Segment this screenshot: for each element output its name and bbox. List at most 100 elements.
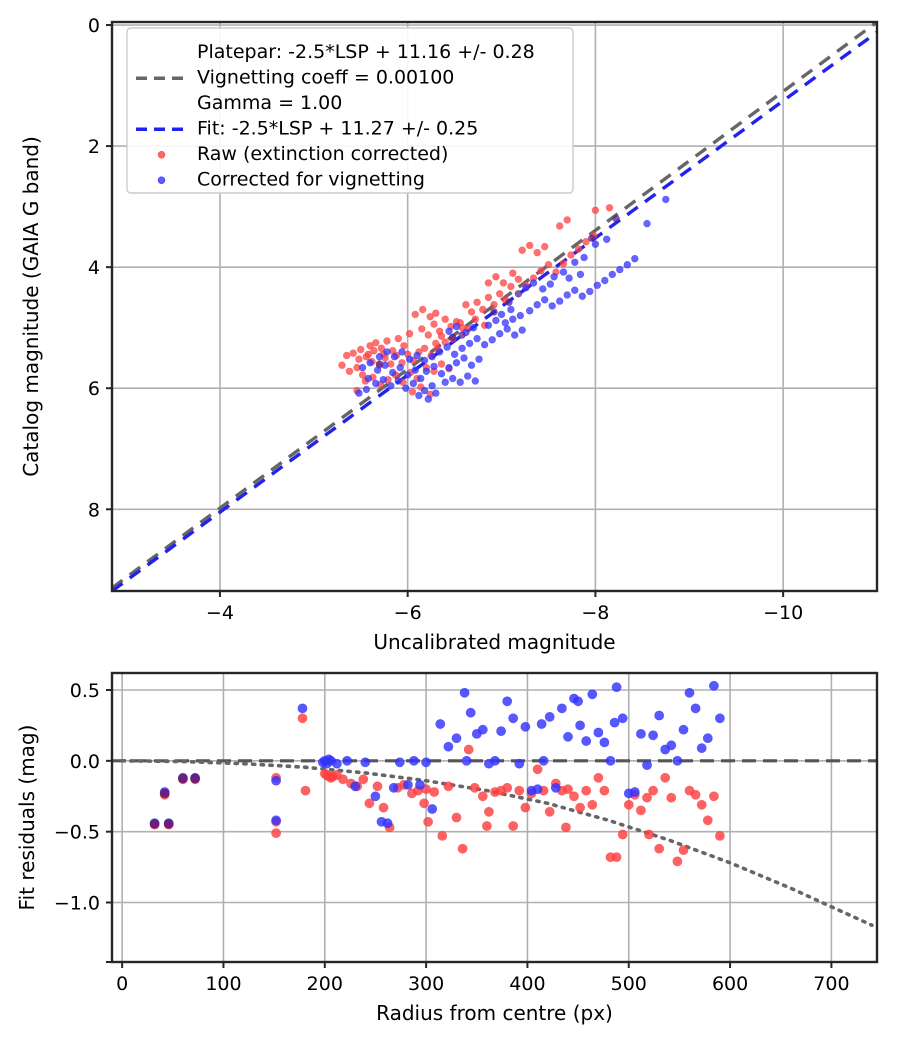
data-point	[271, 775, 281, 786]
data-point	[370, 791, 381, 802]
xtick-label: 100	[205, 973, 241, 995]
data-point	[666, 792, 677, 803]
data-point	[540, 242, 549, 251]
data-point	[582, 238, 590, 246]
data-point	[404, 371, 412, 379]
data-point	[475, 355, 483, 363]
data-point	[424, 331, 432, 339]
data-point	[449, 333, 457, 342]
data-point	[578, 292, 586, 300]
data-point	[409, 379, 417, 388]
data-point	[419, 305, 427, 314]
data-point	[509, 269, 517, 277]
data-point	[469, 324, 478, 332]
data-point	[387, 382, 395, 390]
data-point	[612, 215, 620, 223]
xtick-label: −4	[206, 602, 234, 624]
data-point	[715, 831, 725, 841]
data-point	[411, 310, 419, 319]
data-point	[484, 279, 493, 287]
xtick-label: 300	[408, 973, 444, 995]
data-point	[424, 395, 432, 403]
data-point	[508, 821, 519, 831]
data-point	[366, 359, 374, 367]
data-point	[490, 308, 498, 316]
legend-label: Fit: -2.5*LSP + 11.27 +/- 0.25	[197, 118, 478, 140]
data-point	[522, 284, 530, 292]
data-point	[479, 305, 487, 314]
data-point	[492, 273, 500, 281]
legend-box	[126, 27, 574, 194]
data-point	[402, 780, 413, 790]
data-point	[609, 717, 620, 728]
data-point	[514, 785, 525, 796]
data-point	[587, 799, 598, 810]
data-point	[608, 270, 616, 279]
data-point	[190, 773, 200, 784]
data-point	[426, 313, 434, 321]
data-point	[473, 334, 481, 343]
series-corrected-for-vignetting	[355, 195, 670, 403]
yaxis-label-fit-residuals: Fit residuals (mag)	[15, 725, 39, 911]
xtick-label: 400	[509, 973, 545, 995]
data-point	[437, 370, 446, 378]
data-point	[449, 374, 457, 383]
data-point	[533, 248, 541, 257]
data-point	[331, 758, 342, 769]
data-point	[492, 316, 500, 325]
axes-frame-photometric-fit	[110, 20, 879, 593]
data-point	[648, 730, 658, 741]
data-point	[569, 791, 579, 802]
data-point	[591, 240, 600, 248]
legend-raw-marker-icon	[157, 151, 166, 159]
data-point	[364, 350, 372, 358]
data-point	[544, 261, 553, 269]
data-point	[702, 815, 713, 826]
data-point	[430, 320, 438, 328]
data-point	[394, 757, 405, 768]
data-point	[469, 782, 480, 793]
legend-entry-1[interactable]: Fit: -2.5*LSP + 11.27 +/- 0.25	[136, 118, 478, 140]
data-point	[464, 372, 472, 380]
data-point	[497, 310, 506, 319]
data-point	[149, 819, 160, 829]
data-point	[525, 241, 534, 250]
data-point	[561, 822, 571, 833]
ticks-photometric-fit: −4 −6 −8 −10 0 2 4 6 8	[88, 15, 803, 624]
data-point	[460, 354, 468, 362]
data-point	[477, 791, 488, 802]
data-point	[338, 361, 346, 369]
data-point	[518, 326, 526, 334]
axes-frame-fit-residuals	[110, 671, 879, 964]
data-point	[518, 246, 526, 254]
data-point	[544, 806, 555, 817]
data-point	[672, 856, 683, 867]
data-point	[499, 279, 508, 287]
data-point	[432, 389, 440, 397]
legend-entry-0[interactable]: Platepar: -2.5*LSP + 11.16 +/- 0.28 Vigne…	[136, 41, 535, 114]
data-point	[660, 772, 671, 783]
data-point	[437, 360, 446, 368]
legend-entry-2[interactable]: Raw (extinction corrected)	[157, 143, 448, 165]
data-point	[520, 721, 531, 732]
data-point	[563, 291, 571, 299]
data-point	[461, 755, 472, 766]
data-point	[662, 195, 670, 204]
data-point	[441, 378, 449, 386]
data-point	[591, 206, 600, 215]
data-point	[481, 821, 492, 831]
data-point	[271, 815, 281, 826]
data-point	[550, 273, 558, 281]
data-point	[350, 781, 361, 792]
legend-label: Raw (extinction corrected)	[197, 143, 448, 165]
data-point	[462, 301, 470, 309]
legend-entry-3[interactable]: Corrected for vignetting	[157, 169, 425, 191]
data-point	[452, 359, 461, 367]
ytick-label: 8	[88, 499, 100, 521]
data-point	[587, 234, 596, 242]
data-point	[623, 799, 634, 810]
data-point	[456, 378, 464, 386]
data-point	[420, 356, 429, 365]
data-point	[477, 724, 488, 735]
data-point	[576, 270, 585, 279]
